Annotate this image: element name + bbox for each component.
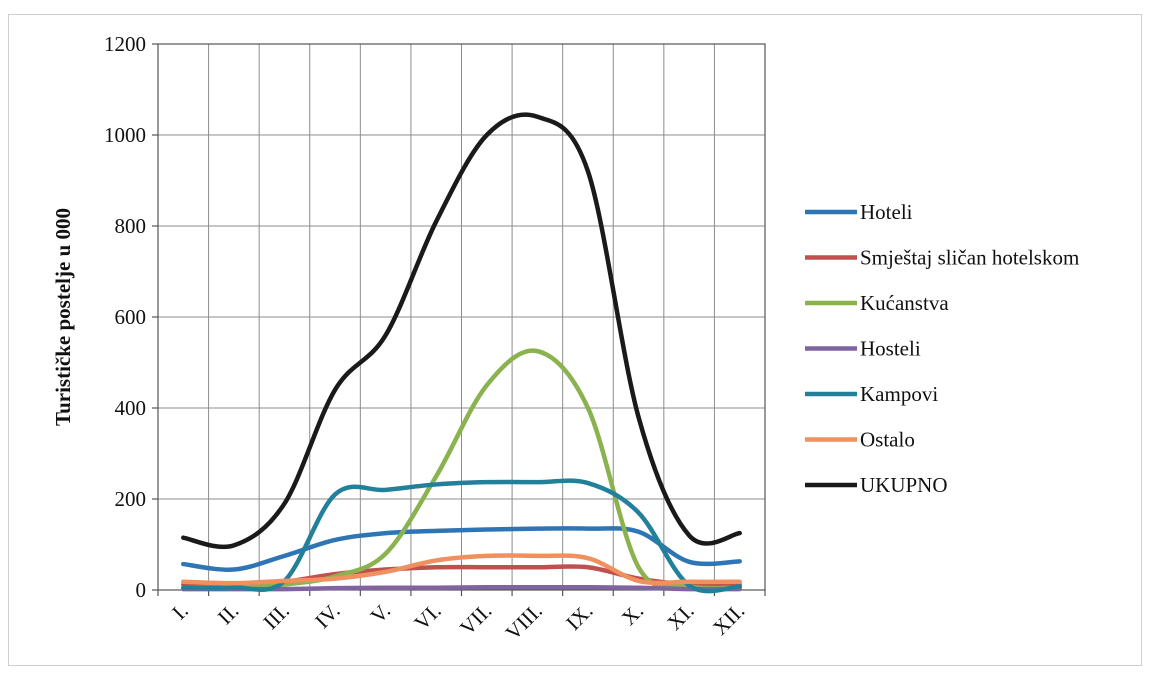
series-lines: [181, 112, 742, 594]
x-tick-label: I.: [167, 599, 193, 625]
y-tick-label: 800: [115, 214, 147, 238]
y-tick-label: 1200: [104, 32, 146, 56]
y-tick-label: 1000: [104, 123, 146, 147]
x-tick-label: XI.: [662, 599, 698, 635]
x-tick-label: V.: [366, 599, 395, 628]
chart-frame: [8, 14, 1142, 666]
series-line-ostalo: [181, 553, 742, 586]
series-line-hoteli: [181, 526, 742, 572]
legend-label: Hoteli: [860, 200, 913, 224]
plot-area: [152, 43, 766, 596]
series-line-hosteli: [181, 584, 742, 592]
x-tick-label: XII.: [708, 599, 749, 640]
x-tick-label: VI.: [409, 599, 445, 635]
legend-label: Hosteli: [860, 337, 921, 361]
x-tick-label: VIII.: [501, 599, 547, 645]
series-line-ku-anstva: [181, 348, 742, 591]
y-axis-ticks: 0 200 400 600 800 1000 1200: [104, 32, 146, 602]
legend-label: Kampovi: [860, 382, 938, 406]
grid: [157, 43, 766, 591]
x-axis-ticks: I. II. III. IV. V. VI. VII. VIII. IX. X. XI. XII.: [167, 599, 749, 645]
x-tick-label: II.: [213, 599, 244, 630]
legend-label: Ostalo: [860, 428, 915, 452]
x-tick-label: IX.: [561, 599, 597, 635]
x-tick-label: III.: [258, 599, 294, 635]
x-tick-label: IV.: [310, 599, 344, 633]
legend: Hoteli Smještaj sličan hotelskom Kućanstva…: [805, 200, 1079, 497]
y-tick-label: 0: [136, 578, 147, 602]
x-tick-label: VII.: [455, 599, 496, 640]
y-tick-label: 200: [115, 487, 147, 511]
x-tick-label: X.: [617, 599, 648, 630]
y-axis-label: Turističke postelje u 000: [51, 208, 75, 426]
legend-label: UKUPNO: [860, 473, 948, 497]
y-tick-label: 400: [115, 396, 147, 420]
series-line-ukupno: [181, 112, 742, 550]
legend-label: Smještaj sličan hotelskom: [860, 246, 1079, 270]
y-tick-label: 600: [115, 305, 147, 329]
legend-label: Kućanstva: [860, 291, 949, 315]
